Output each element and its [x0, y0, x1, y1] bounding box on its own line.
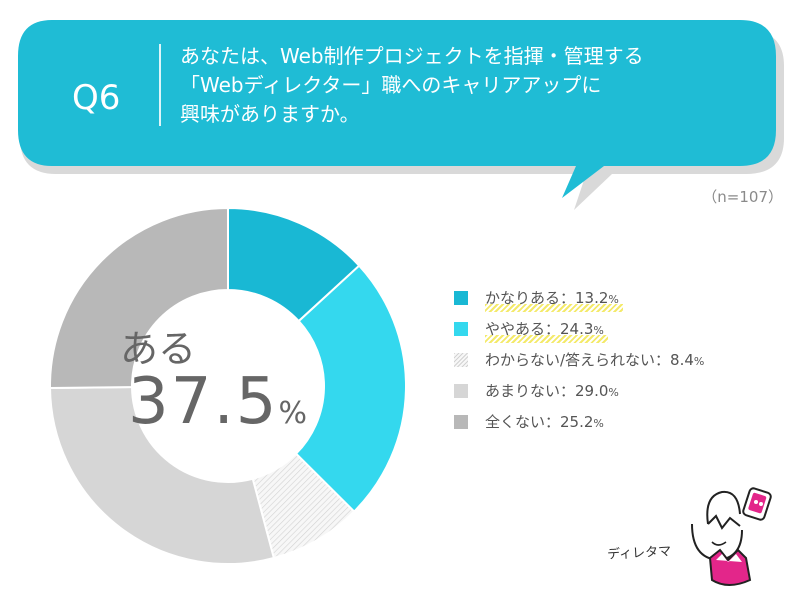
legend-text: 全くない：25.2% — [485, 413, 604, 431]
sample-size: （n=107） — [702, 188, 783, 206]
mascot-name: ディレタマ — [606, 544, 672, 563]
center-value: 37.5% — [128, 365, 307, 439]
center-label: ある — [120, 327, 197, 371]
legend-text: ややある：24.3% — [485, 318, 608, 343]
donut-slice-1 — [294, 264, 407, 513]
legend-item-mattaku-nai: 全くない：25.2% — [454, 406, 784, 437]
legend-item-amari-nai: あまりない：29.0% — [454, 375, 784, 406]
question-line: 「Webディレクター」職へのキャリアアップに — [180, 73, 602, 97]
question-line: あなたは、Web制作プロジェクトを指揮・管理する — [180, 44, 644, 68]
legend-swatch — [454, 352, 468, 367]
donut-chart — [48, 206, 407, 565]
legend-swatch — [454, 414, 468, 429]
legend-swatch — [454, 383, 468, 398]
question-line: 興味がありますか。 — [180, 102, 360, 126]
question-text: あなたは、Web制作プロジェクトを指揮・管理する 「Webディレクター」職へのキ… — [180, 42, 740, 129]
legend-item-yaya-aru: ややある：24.3% — [454, 313, 784, 344]
bubble-body — [18, 20, 776, 198]
question-number: Q6 — [72, 78, 121, 118]
question-divider — [159, 44, 161, 126]
center-value-number: 37.5 — [128, 365, 279, 439]
legend-text: わからない/答えられない：8.4% — [485, 351, 705, 369]
legend-text: かなりある：13.2% — [485, 287, 623, 312]
question-bubble — [18, 20, 784, 210]
mascot-egg-icon — [691, 487, 772, 586]
legend-swatch — [454, 290, 468, 305]
center-value-unit: % — [278, 396, 308, 431]
legend-item-kanari-aru: かなりある：13.2% — [454, 282, 784, 313]
legend-swatch — [454, 321, 468, 336]
donut-slice-4 — [49, 206, 229, 389]
legend: かなりある：13.2% ややある：24.3% わからない/答えられない：8.4%… — [454, 282, 784, 437]
donut-slice-3 — [48, 386, 276, 565]
legend-item-wakaranai: わからない/答えられない：8.4% — [454, 344, 784, 375]
legend-text: あまりない：29.0% — [485, 382, 619, 400]
